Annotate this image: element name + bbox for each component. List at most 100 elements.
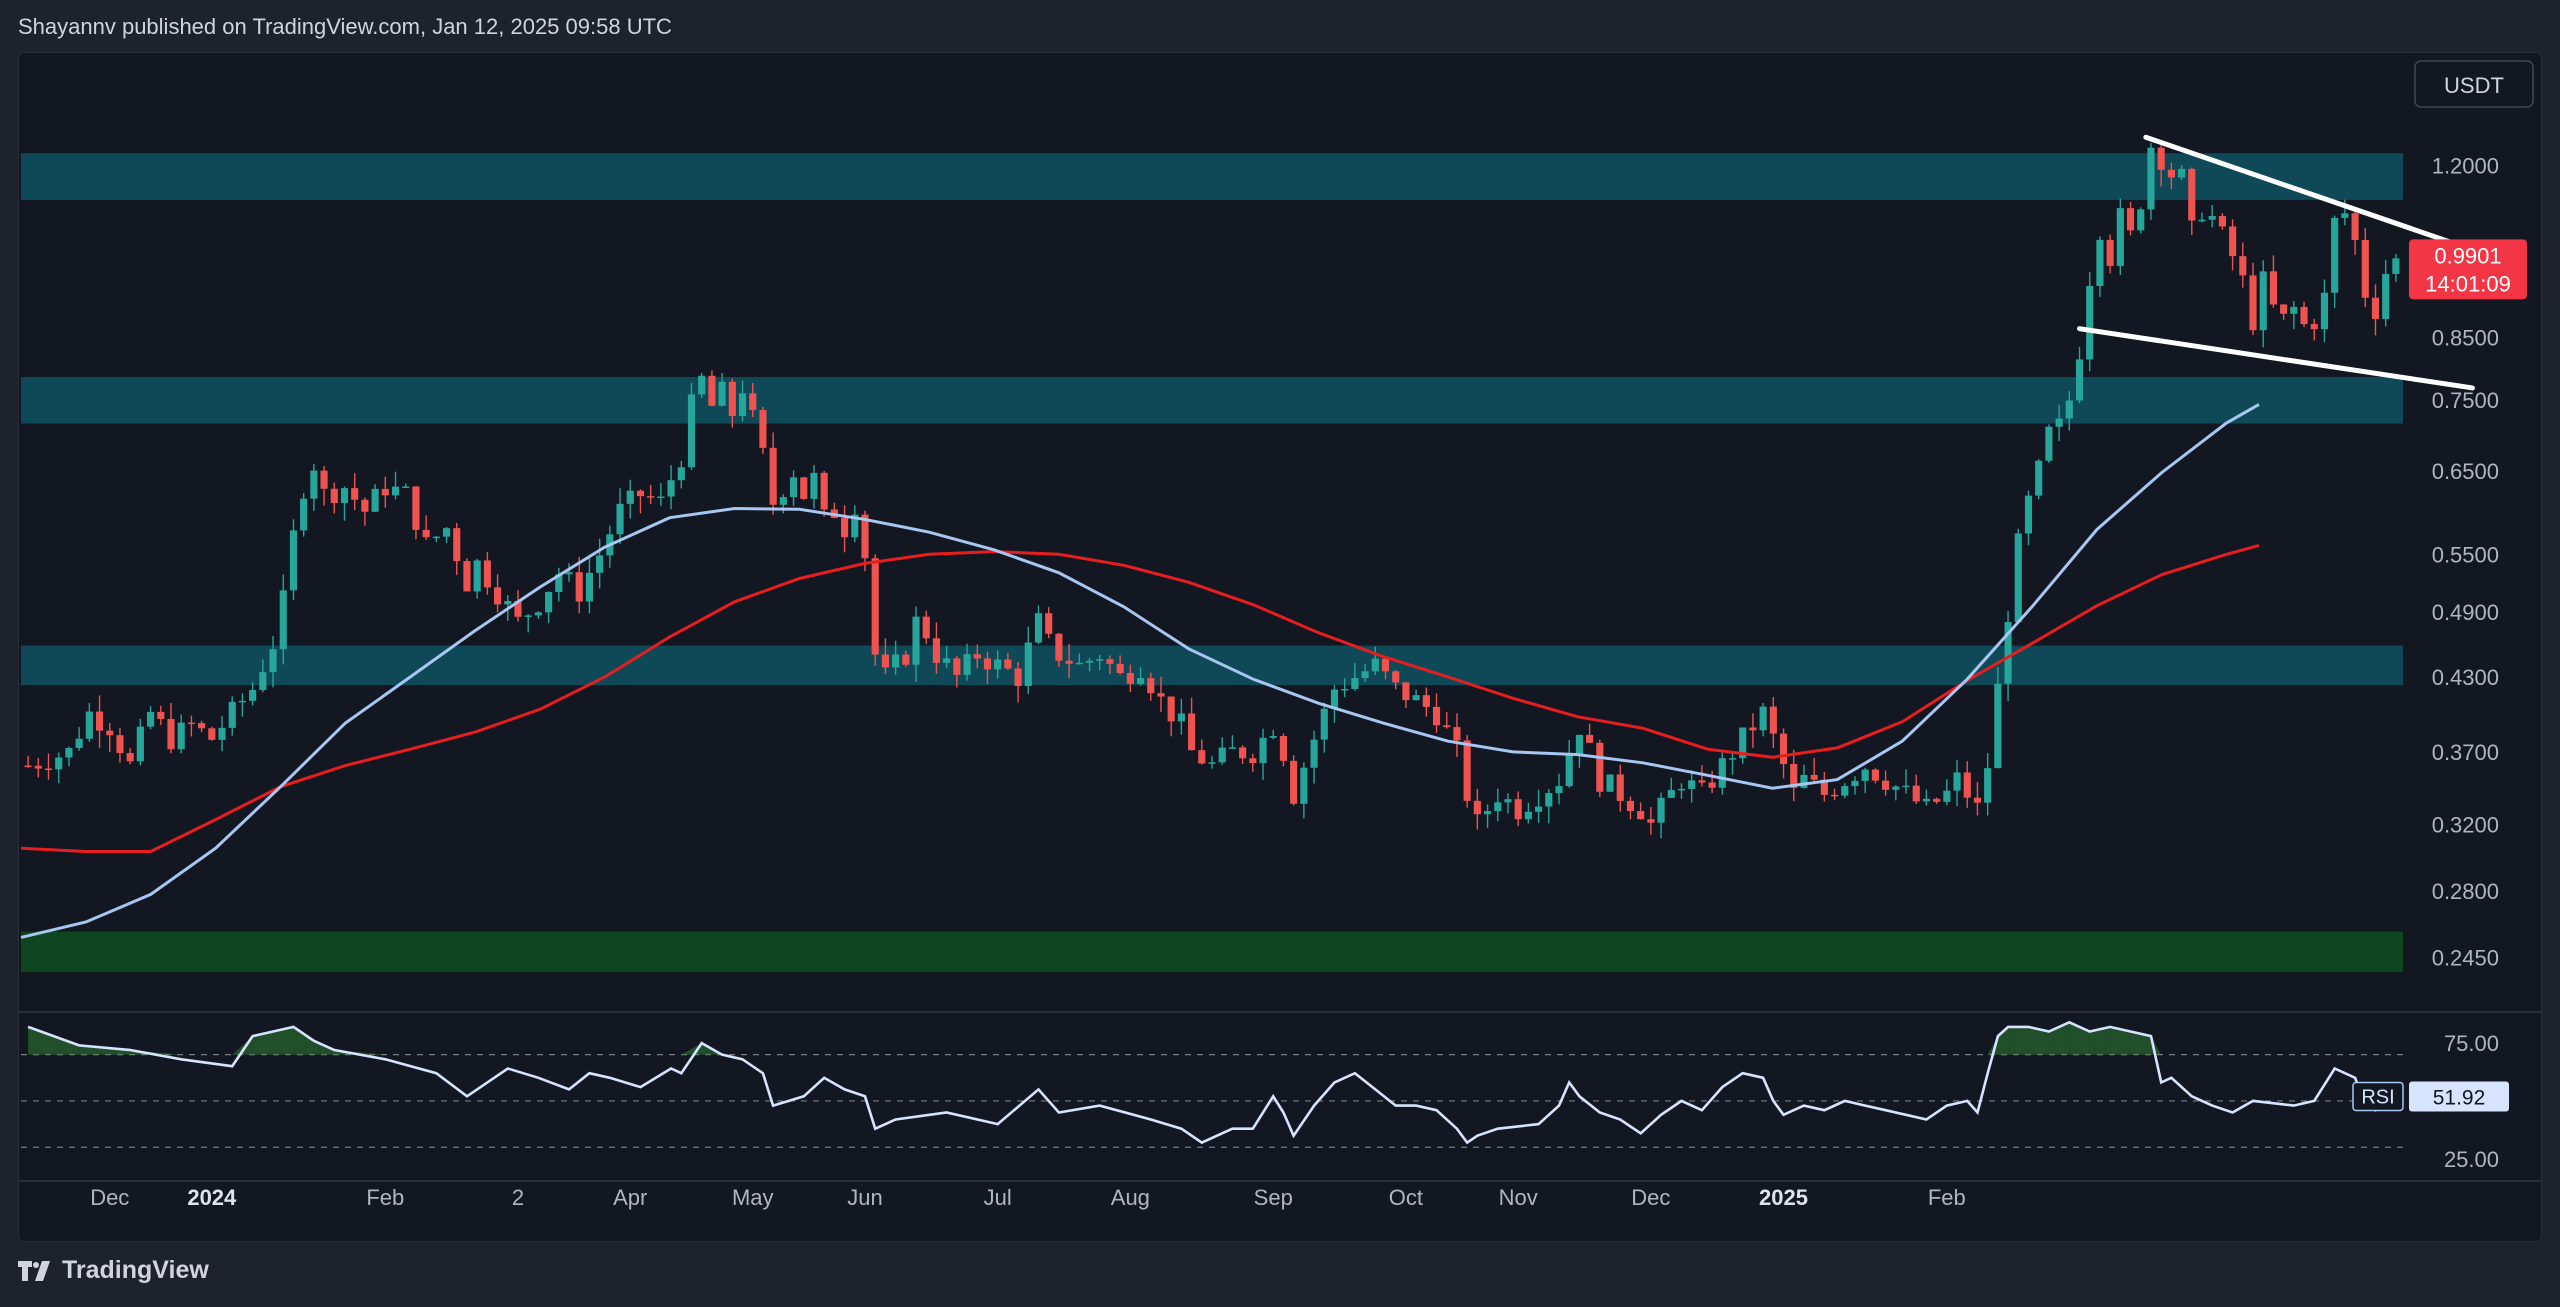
candle-body <box>1514 799 1522 820</box>
candle-body <box>1688 780 1696 789</box>
rsi-overbought-fill <box>293 1026 314 1055</box>
x-tick-label: Apr <box>613 1185 647 1210</box>
candle-body <box>2106 239 2114 266</box>
candle-body <box>1882 780 1890 790</box>
candle-body <box>238 700 247 703</box>
candle-body <box>249 689 257 701</box>
candle-body <box>330 488 338 504</box>
rsi-overbought-fill <box>252 1031 274 1055</box>
candle-body <box>1545 793 1553 807</box>
candle-body <box>2167 169 2175 178</box>
x-tick-label: Dec <box>1631 1185 1670 1210</box>
candle-body <box>841 517 849 538</box>
candle-body <box>647 496 655 498</box>
candle-body <box>2259 271 2267 331</box>
y-tick-label: 0.6500 <box>2432 459 2499 484</box>
candle-body <box>1300 767 1308 804</box>
candles-layer <box>24 143 2400 839</box>
candle-body <box>2361 240 2369 298</box>
candle-body <box>728 381 736 417</box>
candle-body <box>2147 147 2155 210</box>
rsi-name-badge <box>2352 1081 2404 1112</box>
candle-body <box>208 728 216 740</box>
candle-body <box>494 587 502 605</box>
x-tick-label: Dec <box>90 1185 129 1210</box>
candle-body <box>2300 306 2308 325</box>
candle-body <box>1218 747 1226 763</box>
candle-body <box>463 561 471 592</box>
candle-body <box>779 497 787 505</box>
zone-demand-3 <box>21 931 2403 972</box>
candle-body <box>1065 660 1073 664</box>
candle-body <box>555 574 563 593</box>
currency-label: USDT <box>2444 73 2504 98</box>
chart-panel[interactable]: 1.40001.20000.85000.75000.65000.55000.49… <box>18 52 2542 1242</box>
candle-body <box>2075 359 2084 401</box>
candle-body <box>1749 727 1757 731</box>
candle-body <box>2004 622 2012 684</box>
candle-body <box>1616 774 1624 801</box>
candle-body <box>1432 706 1441 726</box>
candle-body <box>2177 168 2186 178</box>
candle-body <box>2331 217 2339 293</box>
candle-body <box>922 616 930 639</box>
price-chart[interactable]: 1.40001.20000.85000.75000.65000.55000.49… <box>19 53 2541 1241</box>
zone-supply-1 <box>21 377 2403 424</box>
candle-body <box>881 654 889 668</box>
candle-body <box>789 477 798 498</box>
zones-layer <box>21 153 2403 972</box>
candle-body <box>932 638 941 663</box>
candle-body <box>1973 797 1982 803</box>
candle-body <box>1535 806 1543 812</box>
x-tick-label: Aug <box>1111 1185 1150 1210</box>
candle-body <box>1769 706 1777 734</box>
x-tick-label: Jun <box>847 1185 882 1210</box>
candle-body <box>1790 764 1798 788</box>
candle-body <box>2280 304 2288 314</box>
candle-body <box>1657 797 1665 823</box>
candle-body <box>851 514 859 538</box>
candle-body <box>1422 695 1430 707</box>
candle-body <box>1698 780 1706 783</box>
y-tick-label: 0.2450 <box>2432 945 2499 970</box>
candle-body <box>708 375 716 406</box>
candle-body <box>657 496 665 499</box>
candle-body <box>738 393 747 417</box>
candle-body <box>432 536 440 539</box>
candle-body <box>1728 758 1737 760</box>
candle-body <box>1341 688 1349 691</box>
candle-body <box>1851 780 1859 787</box>
candle-body <box>1586 734 1594 743</box>
candle-body <box>2157 147 2165 170</box>
candle-body <box>1177 713 1185 722</box>
candle-body <box>596 555 604 573</box>
candle-body <box>2086 285 2094 360</box>
tradingview-brand[interactable]: TradingView <box>18 1256 209 1285</box>
candle-body <box>1198 750 1206 764</box>
candle-body <box>667 480 675 497</box>
candle-body <box>1463 740 1471 801</box>
x-tick-label: Jul <box>984 1185 1012 1210</box>
candle-body <box>2045 426 2053 461</box>
candle-body <box>585 572 594 602</box>
x-tick-label: Sep <box>1254 1185 1293 1210</box>
candle-body <box>1188 713 1196 751</box>
candle-body <box>1290 760 1298 804</box>
ma-slow-line <box>20 543 2260 853</box>
candle-body <box>136 726 144 762</box>
candle-body <box>106 730 114 736</box>
candle-body <box>861 514 869 559</box>
x-tick-label: 2024 <box>187 1185 237 1210</box>
candle-body <box>504 600 512 605</box>
candle-body <box>2382 273 2390 319</box>
rsi-overbought-fill <box>2110 1026 2131 1055</box>
candle-body <box>2065 400 2073 419</box>
candle-body <box>361 499 369 512</box>
y-tick-label: 1.2000 <box>2432 154 2499 179</box>
last-price-label: 0.9901 <box>2434 243 2501 268</box>
candle-body <box>187 722 195 725</box>
candle-body <box>1943 790 1951 802</box>
candle-body <box>545 592 553 613</box>
candle-body <box>1647 819 1655 823</box>
candle-body <box>1820 779 1828 795</box>
